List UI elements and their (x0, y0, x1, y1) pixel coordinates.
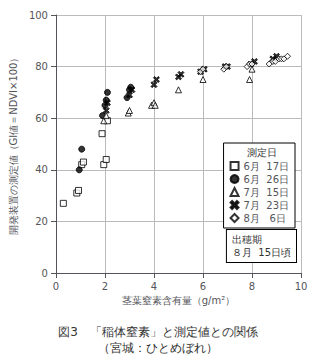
svg-text:開発装置の測定値（GI値＝NDVI×100）: 開発装置の測定値（GI値＝NDVI×100） (8, 53, 19, 236)
svg-text:茎葉窒素含有量（g/m²）: 茎葉窒素含有量（g/m²） (122, 295, 235, 306)
svg-text:7月 23日: 7月 23日 (244, 200, 289, 211)
svg-text:図3 「稲体窒素」と測定値との関係: 図3 「稲体窒素」と測定値との関係 (58, 325, 258, 339)
svg-text:0: 0 (42, 268, 48, 279)
svg-text:（宮城：ひとめぼれ）: （宮城：ひとめぼれ） (98, 341, 218, 355)
svg-text:出穂期: 出穂期 (232, 234, 262, 245)
svg-text:8月 6日: 8月 6日 (244, 213, 286, 224)
svg-text:6: 6 (200, 281, 206, 292)
svg-text:100: 100 (29, 10, 48, 21)
svg-text:40: 40 (35, 164, 48, 175)
svg-text:0: 0 (53, 281, 59, 292)
svg-text:6月 17日: 6月 17日 (244, 161, 289, 172)
svg-text:20: 20 (35, 216, 48, 227)
svg-text:4: 4 (151, 281, 157, 292)
svg-text:10: 10 (295, 281, 308, 292)
svg-text:2: 2 (102, 281, 108, 292)
svg-text:８月 15日頃: ８月 15日頃 (232, 247, 291, 258)
svg-text:6月 26日: 6月 26日 (244, 174, 289, 185)
svg-text:60: 60 (35, 113, 48, 124)
svg-text:8: 8 (249, 281, 255, 292)
svg-text:7月 15日: 7月 15日 (244, 187, 289, 198)
svg-text:測定日: 測定日 (247, 147, 277, 158)
svg-text:80: 80 (35, 61, 48, 72)
